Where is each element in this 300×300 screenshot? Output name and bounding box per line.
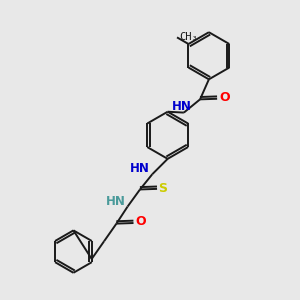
Text: HN: HN: [105, 195, 125, 208]
Text: O: O: [219, 91, 230, 104]
Text: CH₃: CH₃: [179, 32, 198, 42]
Text: HN: HN: [130, 162, 150, 175]
Text: O: O: [135, 215, 146, 228]
Text: HN: HN: [172, 100, 192, 113]
Text: S: S: [158, 182, 167, 195]
